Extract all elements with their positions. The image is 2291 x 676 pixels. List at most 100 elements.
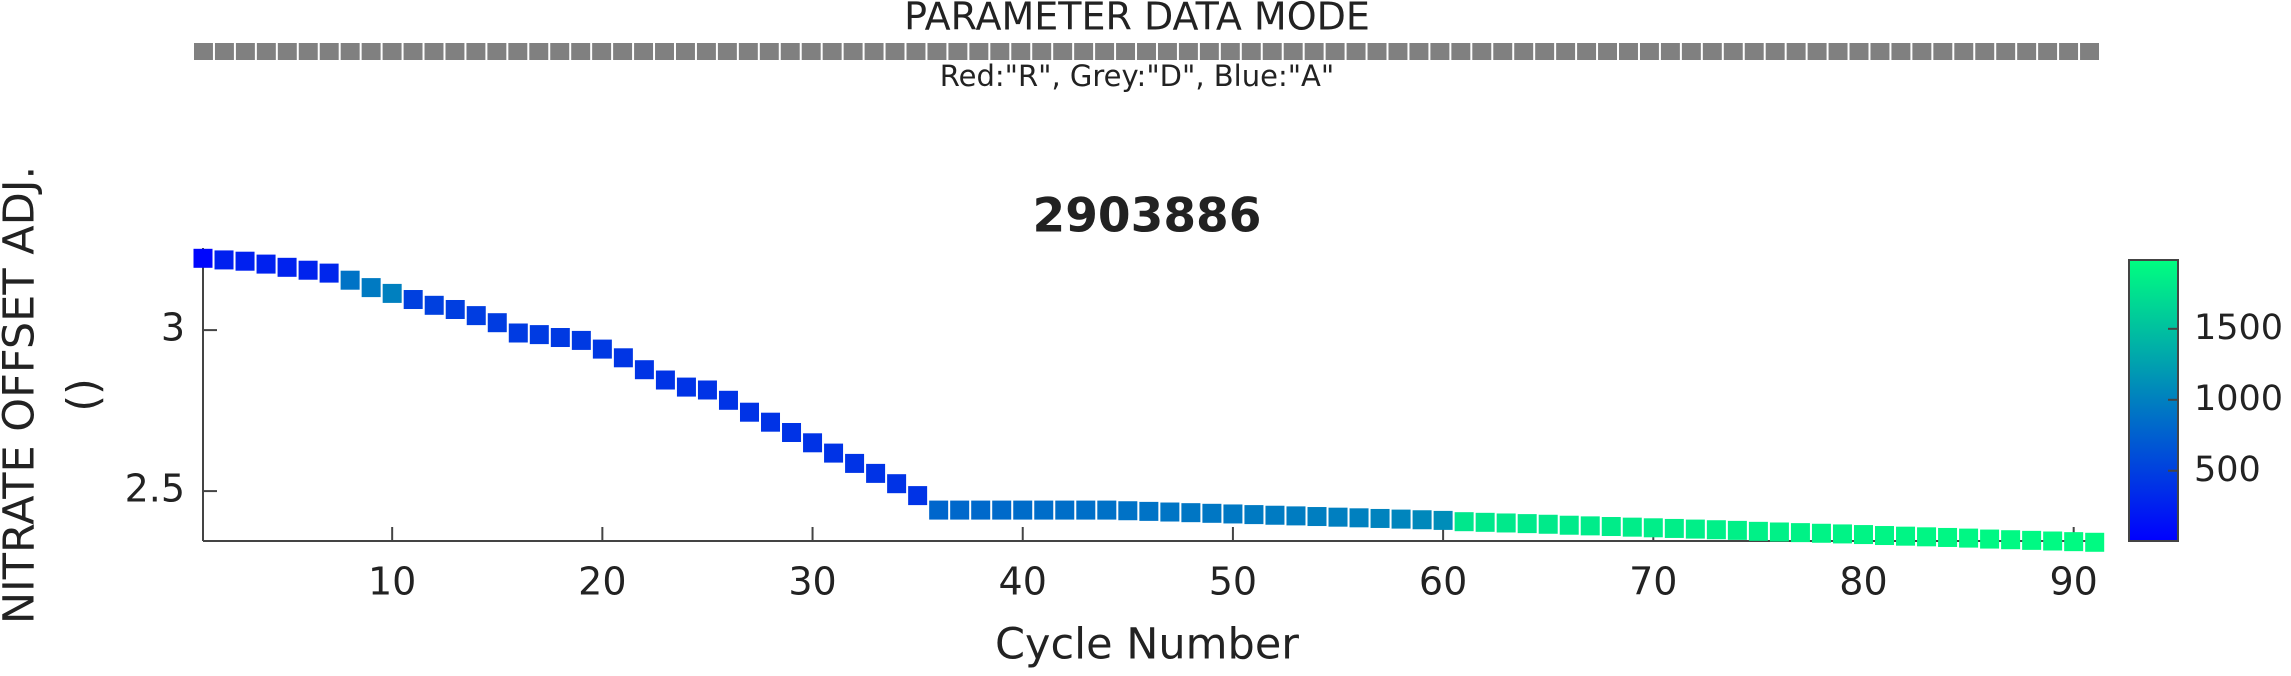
point	[887, 474, 907, 494]
point	[298, 260, 318, 280]
mode-marker	[571, 43, 591, 60]
mode-marker	[1409, 43, 1429, 60]
mode-marker	[1095, 43, 1115, 60]
point	[1959, 528, 1979, 548]
mode-marker	[382, 43, 402, 60]
point	[1832, 524, 1852, 544]
x-tick-label: 70	[1629, 560, 1677, 604]
mode-marker	[1975, 43, 1995, 60]
point	[1139, 501, 1159, 521]
mode-marker	[1639, 43, 1659, 60]
point	[1685, 519, 1705, 539]
point	[1328, 507, 1348, 527]
y-tick-label: 2.5	[125, 467, 185, 511]
point	[1097, 500, 1117, 520]
mode-marker	[1933, 43, 1953, 60]
point	[1391, 509, 1411, 529]
point	[761, 412, 781, 432]
point	[1370, 508, 1390, 528]
mode-marker	[529, 43, 549, 60]
mode-marker	[550, 43, 570, 60]
mode-marker	[969, 43, 989, 60]
mode-marker	[1241, 43, 1261, 60]
point	[1980, 529, 2000, 549]
x-tick-label: 20	[578, 560, 626, 604]
mode-marker	[1619, 43, 1638, 60]
point	[2064, 532, 2084, 552]
point	[718, 390, 738, 410]
point	[2001, 530, 2021, 550]
point	[571, 330, 591, 350]
mode-marker	[1786, 43, 1806, 60]
point	[2022, 530, 2042, 550]
point	[845, 453, 865, 473]
mode-marker	[1598, 43, 1618, 60]
point	[634, 360, 654, 380]
mode-marker	[780, 43, 800, 60]
mode-marker	[1765, 43, 1785, 60]
point	[929, 500, 949, 520]
mode-marker	[466, 43, 486, 60]
point	[1790, 523, 1810, 543]
point	[235, 251, 255, 271]
point	[1748, 521, 1768, 541]
point	[277, 257, 297, 277]
mode-caption: Red:"R", Grey:"D", Blue:"A"	[940, 59, 1334, 93]
mode-marker	[1556, 43, 1576, 60]
point	[992, 500, 1012, 520]
point	[1496, 513, 1516, 533]
point	[508, 323, 528, 343]
mode-marker	[340, 43, 360, 60]
point	[739, 402, 759, 422]
mode-title: PARAMETER DATA MODE	[904, 0, 1370, 39]
point	[1769, 522, 1789, 542]
point	[1475, 512, 1495, 532]
point	[1202, 503, 1222, 523]
mode-marker	[235, 43, 255, 60]
mode-marker	[1723, 43, 1743, 60]
point	[1181, 503, 1201, 523]
mode-marker	[1199, 43, 1219, 60]
point	[1580, 516, 1600, 536]
point	[1454, 512, 1474, 532]
point	[676, 377, 696, 397]
point	[1244, 505, 1264, 525]
point	[445, 299, 465, 319]
mode-marker	[487, 43, 507, 60]
point	[466, 306, 486, 326]
point	[1559, 515, 1579, 535]
chart-title: 2903886	[1033, 189, 1262, 244]
mode-marker	[1262, 43, 1282, 60]
point	[529, 325, 549, 345]
mode-marker	[319, 43, 339, 60]
mode-marker	[801, 43, 821, 60]
mode-marker	[1137, 43, 1156, 60]
mode-marker	[256, 43, 276, 60]
point	[1076, 500, 1096, 520]
mode-marker	[717, 43, 737, 60]
mode-marker	[1849, 43, 1869, 60]
mode-marker	[655, 43, 674, 60]
point	[1265, 505, 1285, 525]
point	[319, 263, 339, 283]
point	[1433, 510, 1453, 530]
point	[613, 348, 633, 368]
x-tick-label: 50	[1209, 560, 1257, 604]
point	[824, 443, 844, 463]
point	[1664, 518, 1684, 538]
mode-marker	[2017, 43, 2037, 60]
mode-marker	[906, 43, 926, 60]
point	[550, 328, 570, 348]
mode-marker	[1011, 43, 1031, 60]
mode-marker	[1074, 43, 1094, 60]
point	[866, 463, 886, 483]
mode-marker	[1451, 43, 1471, 60]
x-tick-label: 80	[1839, 560, 1887, 604]
y-axis-label: NITRATE OFFSET ADJ.	[0, 166, 45, 624]
point	[1349, 508, 1369, 528]
mode-marker	[1157, 43, 1177, 60]
point	[697, 380, 717, 400]
point	[803, 433, 823, 453]
mode-marker	[424, 43, 444, 60]
mode-marker	[885, 43, 905, 60]
